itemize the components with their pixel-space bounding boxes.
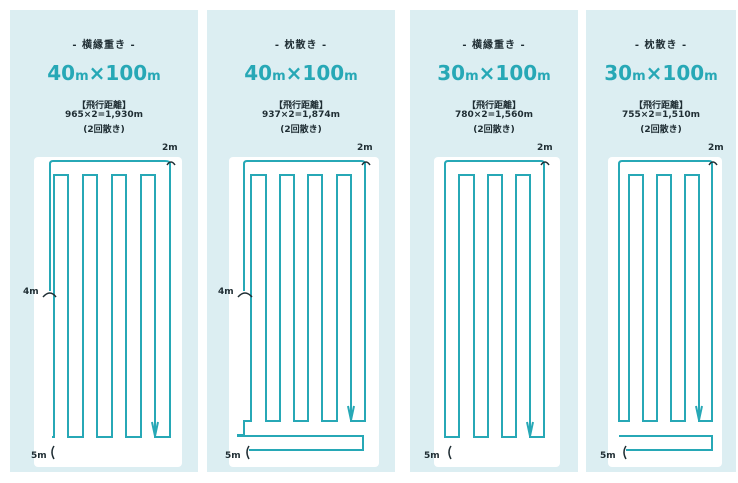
route-path xyxy=(50,161,170,437)
pattern-panel-3: - 横縁重き - 30m×100m 【飛行距離】 780×2=1,560m (2… xyxy=(410,10,578,472)
pattern-panel-4: - 枕散き - 30m×100m 【飛行距離】 755×2=1,510m (2回… xyxy=(586,10,736,472)
start-turn-arc xyxy=(247,446,249,459)
bottom-margin-label: 5m xyxy=(225,451,241,461)
route-path xyxy=(238,161,365,450)
top-margin-label: 2m xyxy=(162,143,178,153)
side-turn-arc xyxy=(238,293,252,297)
start-turn-arc xyxy=(624,446,626,459)
top-margin-label: 2m xyxy=(537,143,553,153)
top-margin-label: 2m xyxy=(357,143,373,153)
route-path xyxy=(445,161,544,437)
top-margin-label: 2m xyxy=(708,143,724,153)
flight-route xyxy=(586,10,736,472)
flight-route xyxy=(10,10,198,472)
flight-route xyxy=(410,10,578,472)
start-turn-arc xyxy=(52,446,54,459)
pattern-panel-1: - 横縁重き - 40m×100m 【飛行距離】 965×2=1,930m (2… xyxy=(10,10,198,472)
route-path xyxy=(619,161,712,450)
bottom-margin-label: 5m xyxy=(31,451,47,461)
side-margin-label: 4m xyxy=(218,287,234,297)
bottom-margin-label: 5m xyxy=(600,451,616,461)
side-margin-label: 4m xyxy=(23,287,39,297)
bottom-margin-label: 5m xyxy=(424,451,440,461)
flight-route xyxy=(207,10,395,472)
start-turn-arc xyxy=(449,446,451,459)
pattern-panel-2: - 枕散き - 40m×100m 【飛行距離】 937×2=1,874m (2回… xyxy=(207,10,395,472)
